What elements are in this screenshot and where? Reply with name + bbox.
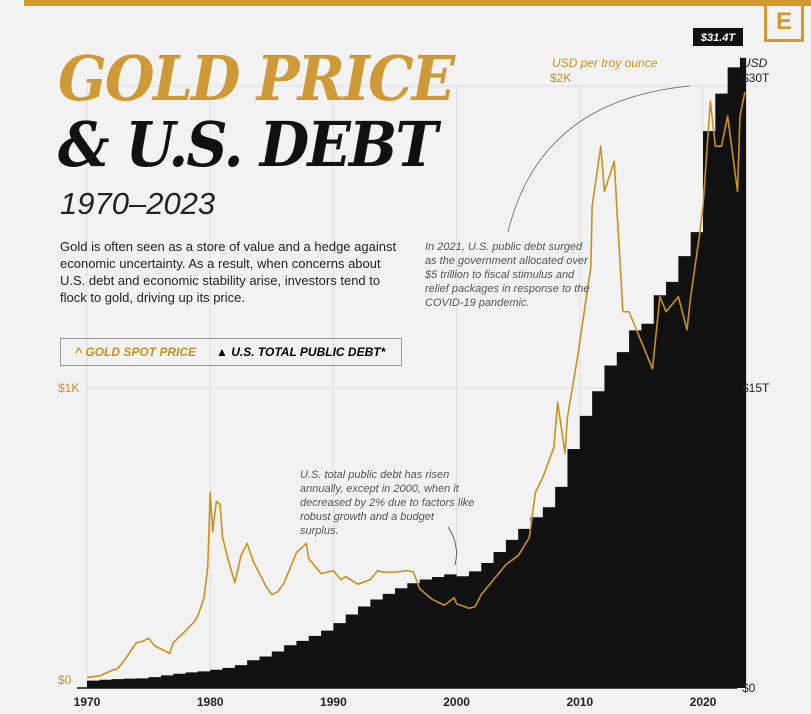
callout-box (693, 28, 743, 46)
gold-price-line (86, 91, 746, 679)
right-tick-label: $0 (742, 681, 756, 695)
left-tick-label: $2K (550, 71, 571, 85)
left-axis-label: USD per troy ounce (552, 56, 658, 70)
annotation-arrow-2000 (447, 526, 457, 566)
description: Gold is often seen as a store of value a… (60, 239, 397, 305)
callout-label: $31.4T (700, 32, 737, 44)
annotation-2021: In 2021, U.S. public debt surged as the … (425, 241, 590, 309)
legend: ^ GOLD SPOT PRICE ▲ U.S. TOTAL PUBLIC DE… (60, 338, 402, 366)
right-tick-label: $15T (742, 381, 770, 395)
triangle-icon: ▲ (216, 345, 232, 359)
top-accent-bar (24, 0, 811, 6)
x-tick-label: 1980 (197, 695, 224, 709)
caret-up-icon: ^ (75, 345, 86, 359)
right-tick-label: $30T (742, 71, 770, 85)
annotation-2000: U.S. total public debt has risen annuall… (300, 469, 475, 537)
legend-gold: ^ GOLD SPOT PRICE (75, 345, 197, 359)
right-axis-label: USD (742, 56, 768, 70)
debt-area (87, 57, 747, 688)
x-tick-label: 2010 (566, 695, 593, 709)
x-tick-label: 2000 (443, 695, 470, 709)
x-tick-label: 2020 (690, 695, 717, 709)
x-tick-label: 1970 (74, 695, 101, 709)
annotation-arrow-2021 (507, 85, 691, 233)
title-years: 1970–2023 (60, 186, 216, 221)
x-tick-label: 1990 (320, 695, 347, 709)
title-line-2: & U.S. DEBT (58, 108, 438, 181)
brand-logo: E (764, 6, 804, 42)
legend-debt: ▲ U.S. TOTAL PUBLIC DEBT* (216, 345, 386, 359)
left-tick-label: $1K (58, 381, 79, 395)
title-line-1: GOLD PRICE (58, 42, 455, 115)
left-tick-label: $0 (58, 673, 72, 687)
